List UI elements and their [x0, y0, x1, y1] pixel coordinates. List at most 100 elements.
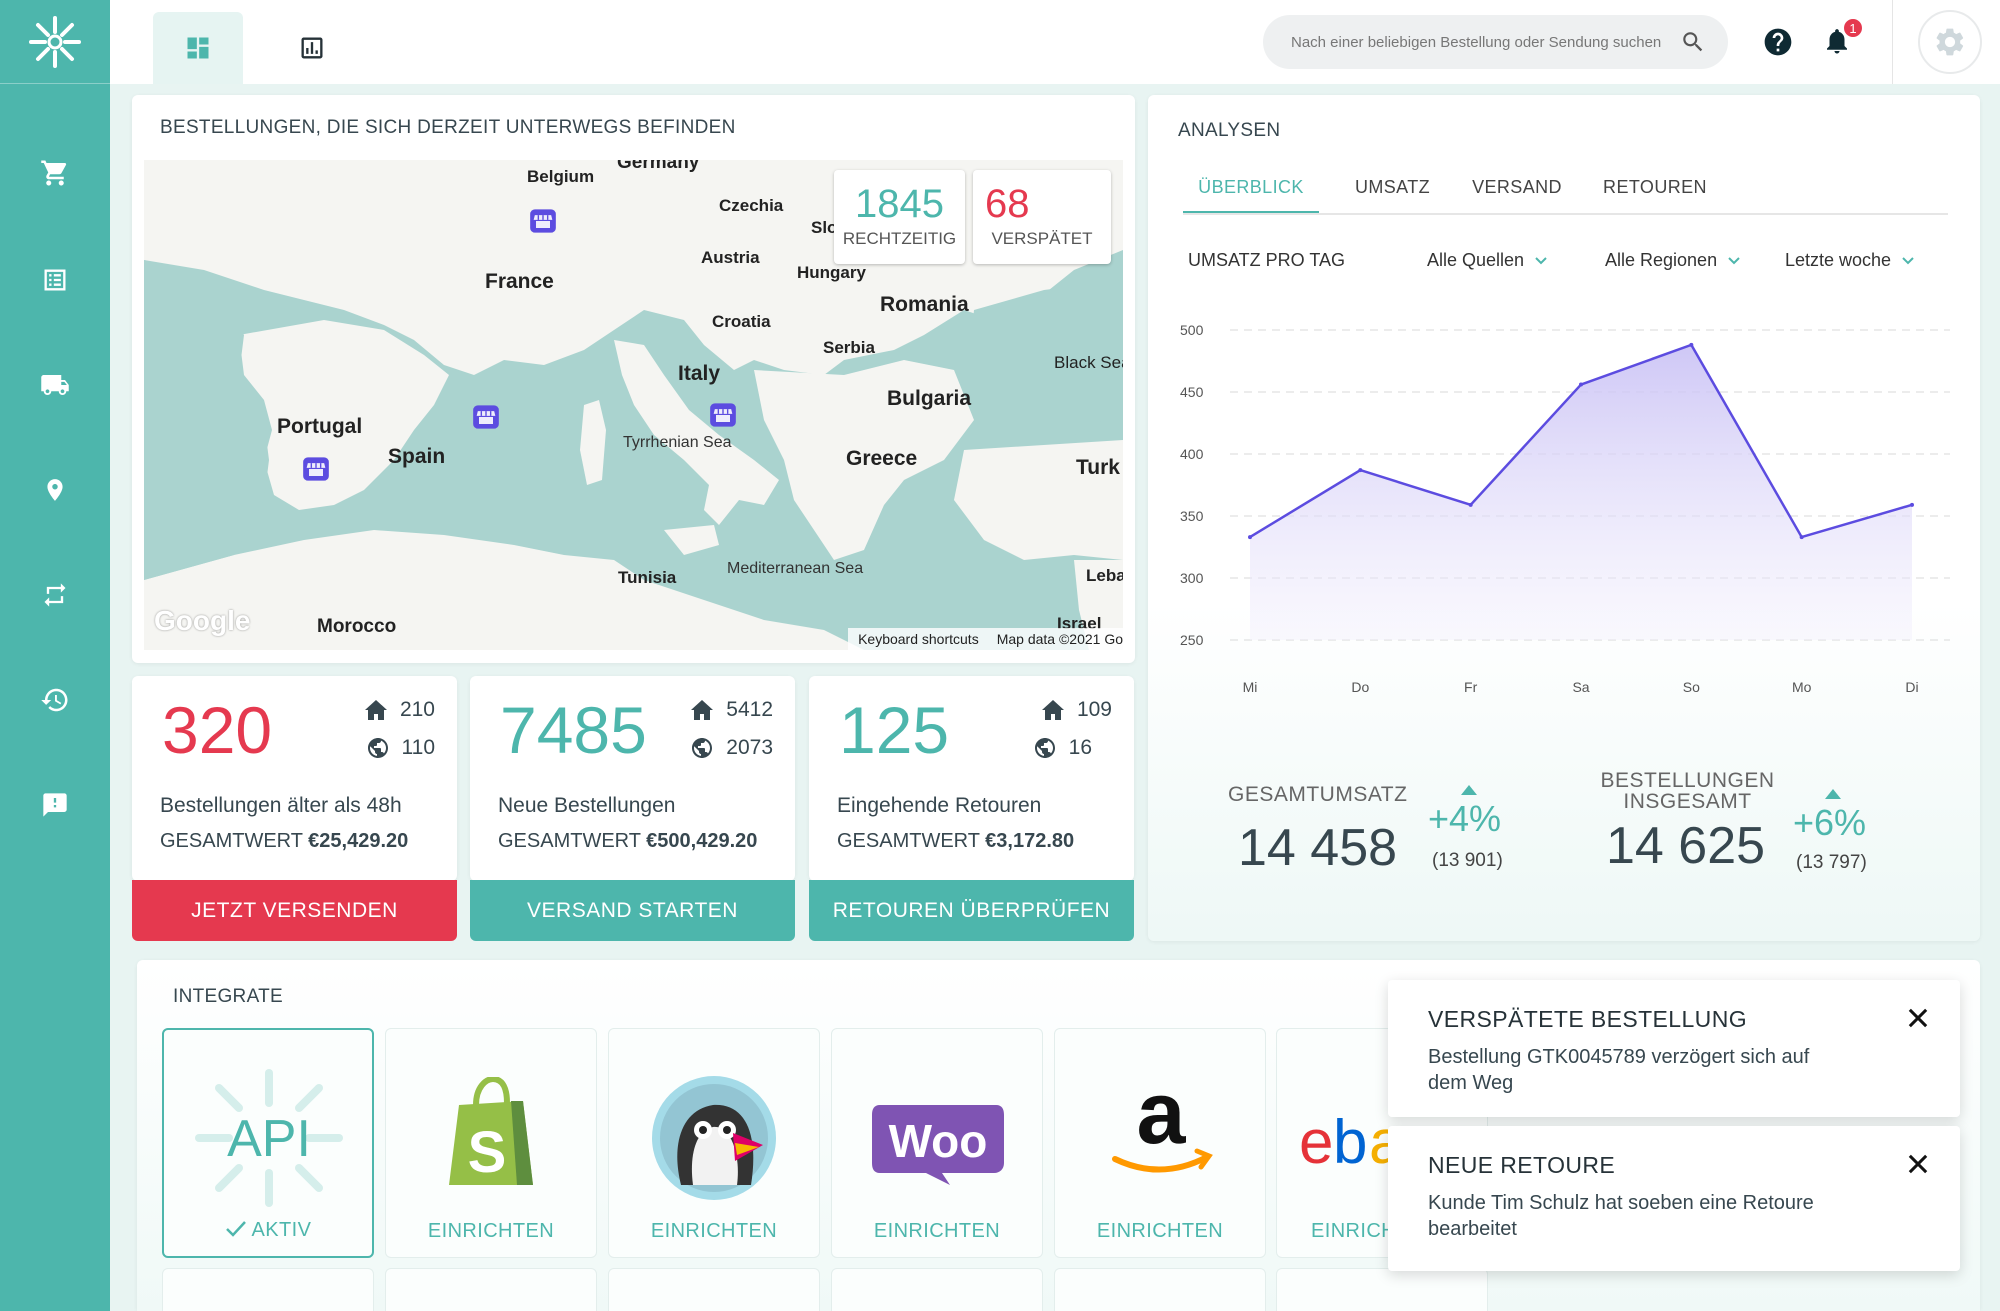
sidebar-item-cart[interactable] — [0, 138, 110, 208]
period-dropdown[interactable]: Letzte woche — [1785, 250, 1915, 271]
total-revenue-change: +4% — [1428, 798, 1502, 839]
map-label-czechia: Czechia — [719, 196, 784, 215]
stat-home-value: 210 — [399, 698, 435, 721]
review-returns-button[interactable]: RETOUREN ÜBERPRÜFEN — [809, 880, 1134, 941]
stat-total-label: GESAMTWERT — [837, 830, 980, 852]
search-icon[interactable] — [1680, 29, 1706, 55]
api-sunburst-icon: API — [195, 1069, 343, 1207]
map-data-attribution[interactable]: Map data ©2021 Go — [996, 631, 1123, 647]
data-point[interactable] — [1910, 502, 1914, 507]
keyboard-shortcuts-link[interactable]: Keyboard shortcuts — [858, 631, 979, 647]
shipping-truck-icon — [41, 375, 69, 395]
prestashop-puffin-icon — [652, 1076, 776, 1200]
toast-body: Kunde Tim Schulz hat soeben eine Retoure… — [1428, 1192, 1814, 1240]
total-orders-label-line2: INSGESAMT — [1623, 790, 1752, 813]
data-point[interactable] — [1358, 468, 1363, 473]
woocommerce-tile[interactable]: Woo EINRICHTEN — [831, 1028, 1043, 1258]
integration-tile-row2[interactable] — [1054, 1268, 1266, 1311]
stat-description: Neue Bestellungen — [498, 794, 676, 817]
help-icon[interactable] — [1762, 26, 1794, 58]
x-tick-label: Mi — [1243, 679, 1258, 695]
sidebar-item-returns[interactable] — [0, 560, 110, 630]
store-marker-icon[interactable] — [472, 404, 500, 430]
sources-dropdown[interactable]: Alle Quellen — [1427, 250, 1548, 271]
sidebar — [0, 0, 110, 1311]
y-tick-label: 300 — [1180, 570, 1204, 586]
ontime-value: 1845 — [855, 182, 944, 226]
toast-late-order: VERSPÄTETE BESTELLUNG Bestellung GTK0045… — [1388, 980, 1960, 1117]
tab-returns[interactable]: RETOUREN — [1603, 177, 1707, 197]
start-shipping-button[interactable]: VERSAND STARTEN — [470, 880, 795, 941]
analysen-title: ANALYSEN — [1178, 120, 1281, 141]
svg-text:API: API — [227, 1110, 311, 1168]
amazon-logo-icon: a — [1112, 1081, 1213, 1173]
integration-tile-row2[interactable] — [162, 1268, 374, 1311]
data-point[interactable] — [1799, 535, 1804, 540]
integration-tile-row2[interactable] — [608, 1268, 820, 1311]
google-logo[interactable]: Google — [154, 605, 251, 636]
app-logo[interactable] — [0, 0, 110, 84]
x-tick-label: Di — [1905, 679, 1918, 695]
data-point[interactable] — [1468, 502, 1473, 507]
sidebar-item-orders[interactable] — [0, 245, 110, 315]
home-icon — [1041, 700, 1064, 720]
stat-total-value: €500,429.20 — [646, 830, 758, 852]
api-tile[interactable]: API AKTIV — [162, 1028, 374, 1258]
search-input[interactable] — [1291, 33, 1681, 51]
orders-list-icon — [44, 269, 66, 291]
data-point[interactable] — [1248, 535, 1252, 540]
feedback-icon — [43, 793, 67, 817]
notification-bell-icon[interactable] — [1822, 24, 1852, 58]
regions-dropdown[interactable]: Alle Regionen — [1605, 250, 1741, 271]
search-bar[interactable] — [1263, 15, 1728, 69]
sidebar-item-location[interactable] — [0, 455, 110, 525]
late-label: VERSPÄTET — [991, 229, 1093, 248]
map-label-greece: Greece — [846, 447, 918, 470]
x-tick-label: Sa — [1572, 679, 1589, 695]
data-point[interactable] — [1579, 382, 1583, 387]
integration-tile-row2[interactable] — [385, 1268, 597, 1311]
map-label-tyrrhenian-sea: Tyrrhenian Sea — [623, 434, 732, 451]
location-pin-icon — [47, 479, 63, 501]
map-label-portugal: Portugal — [277, 415, 363, 438]
store-marker-icon[interactable] — [709, 402, 737, 428]
map-label-germany: Germany — [617, 160, 700, 173]
tab-dashboard[interactable] — [153, 12, 243, 84]
data-point[interactable] — [1689, 342, 1694, 347]
ship-now-button[interactable]: JETZT VERSENDEN — [132, 880, 457, 941]
tab-shipping[interactable]: VERSAND — [1472, 177, 1562, 197]
stat-world-row: 16 — [1033, 736, 1092, 760]
integration-tile-row2[interactable] — [831, 1268, 1043, 1311]
svg-text:b: b — [1333, 1111, 1367, 1177]
close-icon[interactable] — [1904, 1150, 1932, 1178]
history-icon — [41, 688, 68, 712]
cart-icon — [41, 160, 67, 186]
settings-button[interactable] — [1918, 10, 1982, 74]
store-marker-icon[interactable] — [529, 208, 557, 234]
orders-map[interactable]: Germany Belgium Czechia Slo Austria Hung… — [144, 160, 1123, 650]
shopify-tile[interactable]: S EINRICHTEN — [385, 1028, 597, 1258]
stat-total: GESAMTWERT €25,429.20 — [160, 830, 408, 853]
map-card-title: BESTELLUNGEN, DIE SICH DERZEIT UNTERWEGS… — [160, 117, 736, 138]
integration-tile-row2[interactable] — [1276, 1268, 1488, 1311]
tab-revenue[interactable]: UMSATZ — [1354, 177, 1431, 197]
amazon-tile[interactable]: a EINRICHTEN — [1054, 1028, 1266, 1258]
close-icon[interactable] — [1904, 1004, 1932, 1032]
tab-overview[interactable]: ÜBERBLICK — [1183, 160, 1319, 214]
dashboard-icon — [187, 37, 209, 59]
store-marker-icon[interactable] — [302, 456, 330, 482]
chevron-down-icon — [1902, 256, 1914, 264]
stat-world-row: 110 — [366, 736, 435, 760]
prestashop-tile[interactable]: EINRICHTEN — [608, 1028, 820, 1258]
woocommerce-logo-icon: Woo — [872, 1105, 1004, 1185]
toast-title: NEUE RETOURE — [1428, 1152, 1616, 1178]
shopify-tile-label: EINRICHTEN — [427, 1220, 555, 1242]
sidebar-item-history[interactable] — [0, 665, 110, 735]
tab-analytics[interactable] — [267, 12, 357, 84]
home-icon — [364, 700, 387, 720]
revenue-per-day-chart: 500 450 400 350 300 250 Mi Do Fr Sa So Mo Di — [1180, 322, 1950, 695]
sidebar-item-shipping[interactable] — [0, 350, 110, 420]
chevron-down-icon — [1535, 256, 1547, 264]
globe-icon — [692, 738, 713, 758]
sidebar-item-feedback[interactable] — [0, 770, 110, 840]
